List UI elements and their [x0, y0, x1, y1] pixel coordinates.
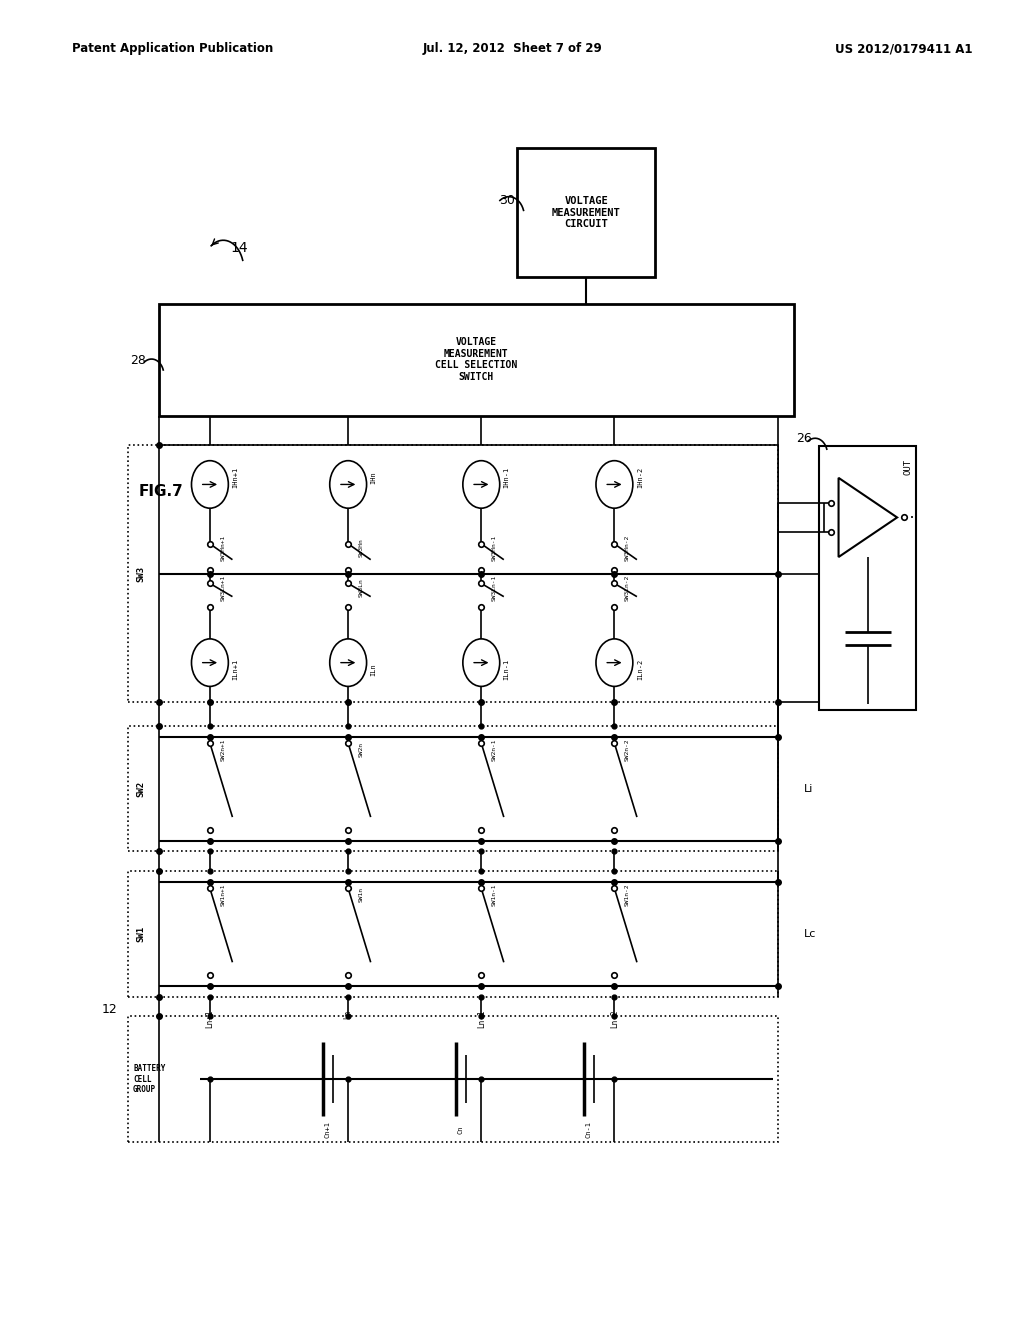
- Text: IHn: IHn: [371, 471, 377, 484]
- Text: SW1: SW1: [136, 925, 145, 942]
- Text: ILn-1: ILn-1: [504, 659, 510, 680]
- Text: Lc: Lc: [804, 929, 816, 939]
- Text: Ln-1: Ln-1: [477, 1010, 485, 1028]
- Text: 30: 30: [499, 194, 515, 207]
- Text: SW3Ln+1: SW3Ln+1: [220, 574, 225, 601]
- Text: Cn-1: Cn-1: [586, 1121, 592, 1138]
- Bar: [159, 304, 794, 416]
- Text: Ln: Ln: [344, 1010, 352, 1019]
- Text: IHn-1: IHn-1: [504, 467, 510, 488]
- Text: US 2012/0179411 A1: US 2012/0179411 A1: [836, 42, 973, 55]
- Bar: [819, 446, 916, 710]
- Text: SW2: SW2: [136, 780, 145, 797]
- Text: SW3Hn+1: SW3Hn+1: [220, 535, 225, 561]
- Text: 26: 26: [797, 432, 812, 445]
- Bar: [517, 148, 655, 277]
- Text: Jul. 12, 2012  Sheet 7 of 29: Jul. 12, 2012 Sheet 7 of 29: [422, 42, 602, 55]
- Text: SW1n+1: SW1n+1: [220, 883, 225, 907]
- Text: SW2n-2: SW2n-2: [625, 738, 630, 762]
- Bar: [128, 1016, 778, 1142]
- Bar: [128, 445, 778, 702]
- Bar: [128, 726, 778, 851]
- Text: SW2n: SW2n: [358, 742, 364, 758]
- Text: Li: Li: [804, 784, 813, 793]
- Text: 28: 28: [130, 354, 146, 367]
- Bar: [128, 871, 778, 997]
- Text: SW3Ln-2: SW3Ln-2: [625, 574, 630, 601]
- Text: Cn+1: Cn+1: [325, 1121, 331, 1138]
- Text: 12: 12: [102, 1003, 118, 1016]
- Text: BATTERY
CELL
GROUP: BATTERY CELL GROUP: [133, 1064, 166, 1094]
- Text: SW2n-1: SW2n-1: [492, 738, 497, 762]
- Text: SW3Hn-1: SW3Hn-1: [492, 535, 497, 561]
- Text: ILn+1: ILn+1: [232, 659, 239, 680]
- Text: ILn-2: ILn-2: [637, 659, 643, 680]
- Text: Ln-2: Ln-2: [610, 1010, 618, 1028]
- Text: VOLTAGE
MEASUREMENT
CELL SELECTION
SWITCH: VOLTAGE MEASUREMENT CELL SELECTION SWITC…: [435, 338, 517, 381]
- Text: SW1n-1: SW1n-1: [492, 883, 497, 907]
- Text: SW3Hn-2: SW3Hn-2: [625, 535, 630, 561]
- Text: Ln+1: Ln+1: [206, 1010, 214, 1028]
- Text: SW3Ln-1: SW3Ln-1: [492, 574, 497, 601]
- Text: Patent Application Publication: Patent Application Publication: [72, 42, 273, 55]
- Text: IHn-2: IHn-2: [637, 467, 643, 488]
- Text: VOLTAGE
MEASUREMENT
CIRCUIT: VOLTAGE MEASUREMENT CIRCUIT: [552, 195, 621, 230]
- Text: IHn+1: IHn+1: [232, 467, 239, 488]
- Text: SW3Hn: SW3Hn: [358, 539, 364, 557]
- Text: SW1n-2: SW1n-2: [625, 883, 630, 907]
- Text: ILn: ILn: [371, 663, 377, 676]
- Text: Cn: Cn: [458, 1125, 464, 1134]
- Text: FIG.7: FIG.7: [138, 483, 183, 499]
- Text: OUT: OUT: [904, 459, 912, 475]
- Text: SW3Ln: SW3Ln: [358, 578, 364, 597]
- Text: 14: 14: [230, 242, 248, 255]
- Text: SW3: SW3: [136, 565, 145, 582]
- Text: SW1n: SW1n: [358, 887, 364, 903]
- Text: SW2n+1: SW2n+1: [220, 738, 225, 762]
